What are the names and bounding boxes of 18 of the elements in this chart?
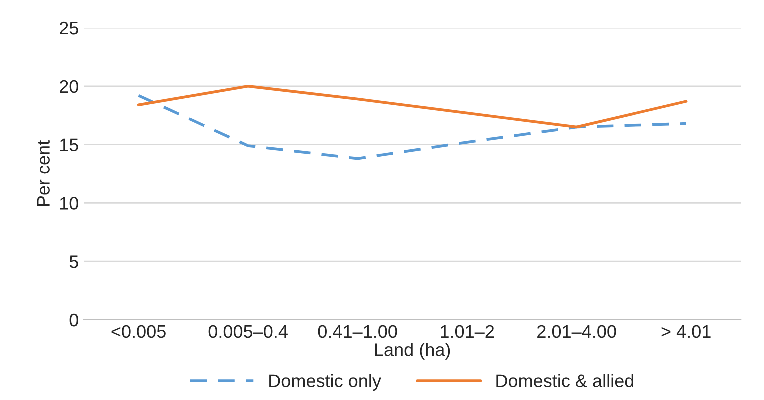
x-tick-label: 1.01–2 (441, 325, 494, 338)
y-tick-label: 20 (60, 80, 78, 94)
y-tick-label: 10 (60, 197, 78, 210)
y-tick-label: 15 (60, 138, 78, 152)
x-tick-label: > 4.01 (662, 325, 711, 338)
line-series (137, 94, 688, 160)
line-series (137, 85, 688, 129)
legend-label: Domestic only (270, 374, 382, 392)
x-tick-label: 0.41–1.00 (318, 325, 398, 338)
y-axis-title: Per cent (37, 140, 50, 206)
x-tick-label: 0.005–0.4 (208, 325, 288, 338)
x-axis-title: Land (ha) (375, 343, 450, 360)
x-tick-label: 2.01–4.00 (538, 325, 616, 338)
y-tick-label: 0 (70, 314, 78, 327)
y-tick-label: 5 (70, 256, 78, 268)
legend-label: Domestic & allied (496, 374, 634, 388)
x-tick-label: <0.005 (112, 325, 166, 338)
y-tick-label: 25 (60, 22, 78, 35)
